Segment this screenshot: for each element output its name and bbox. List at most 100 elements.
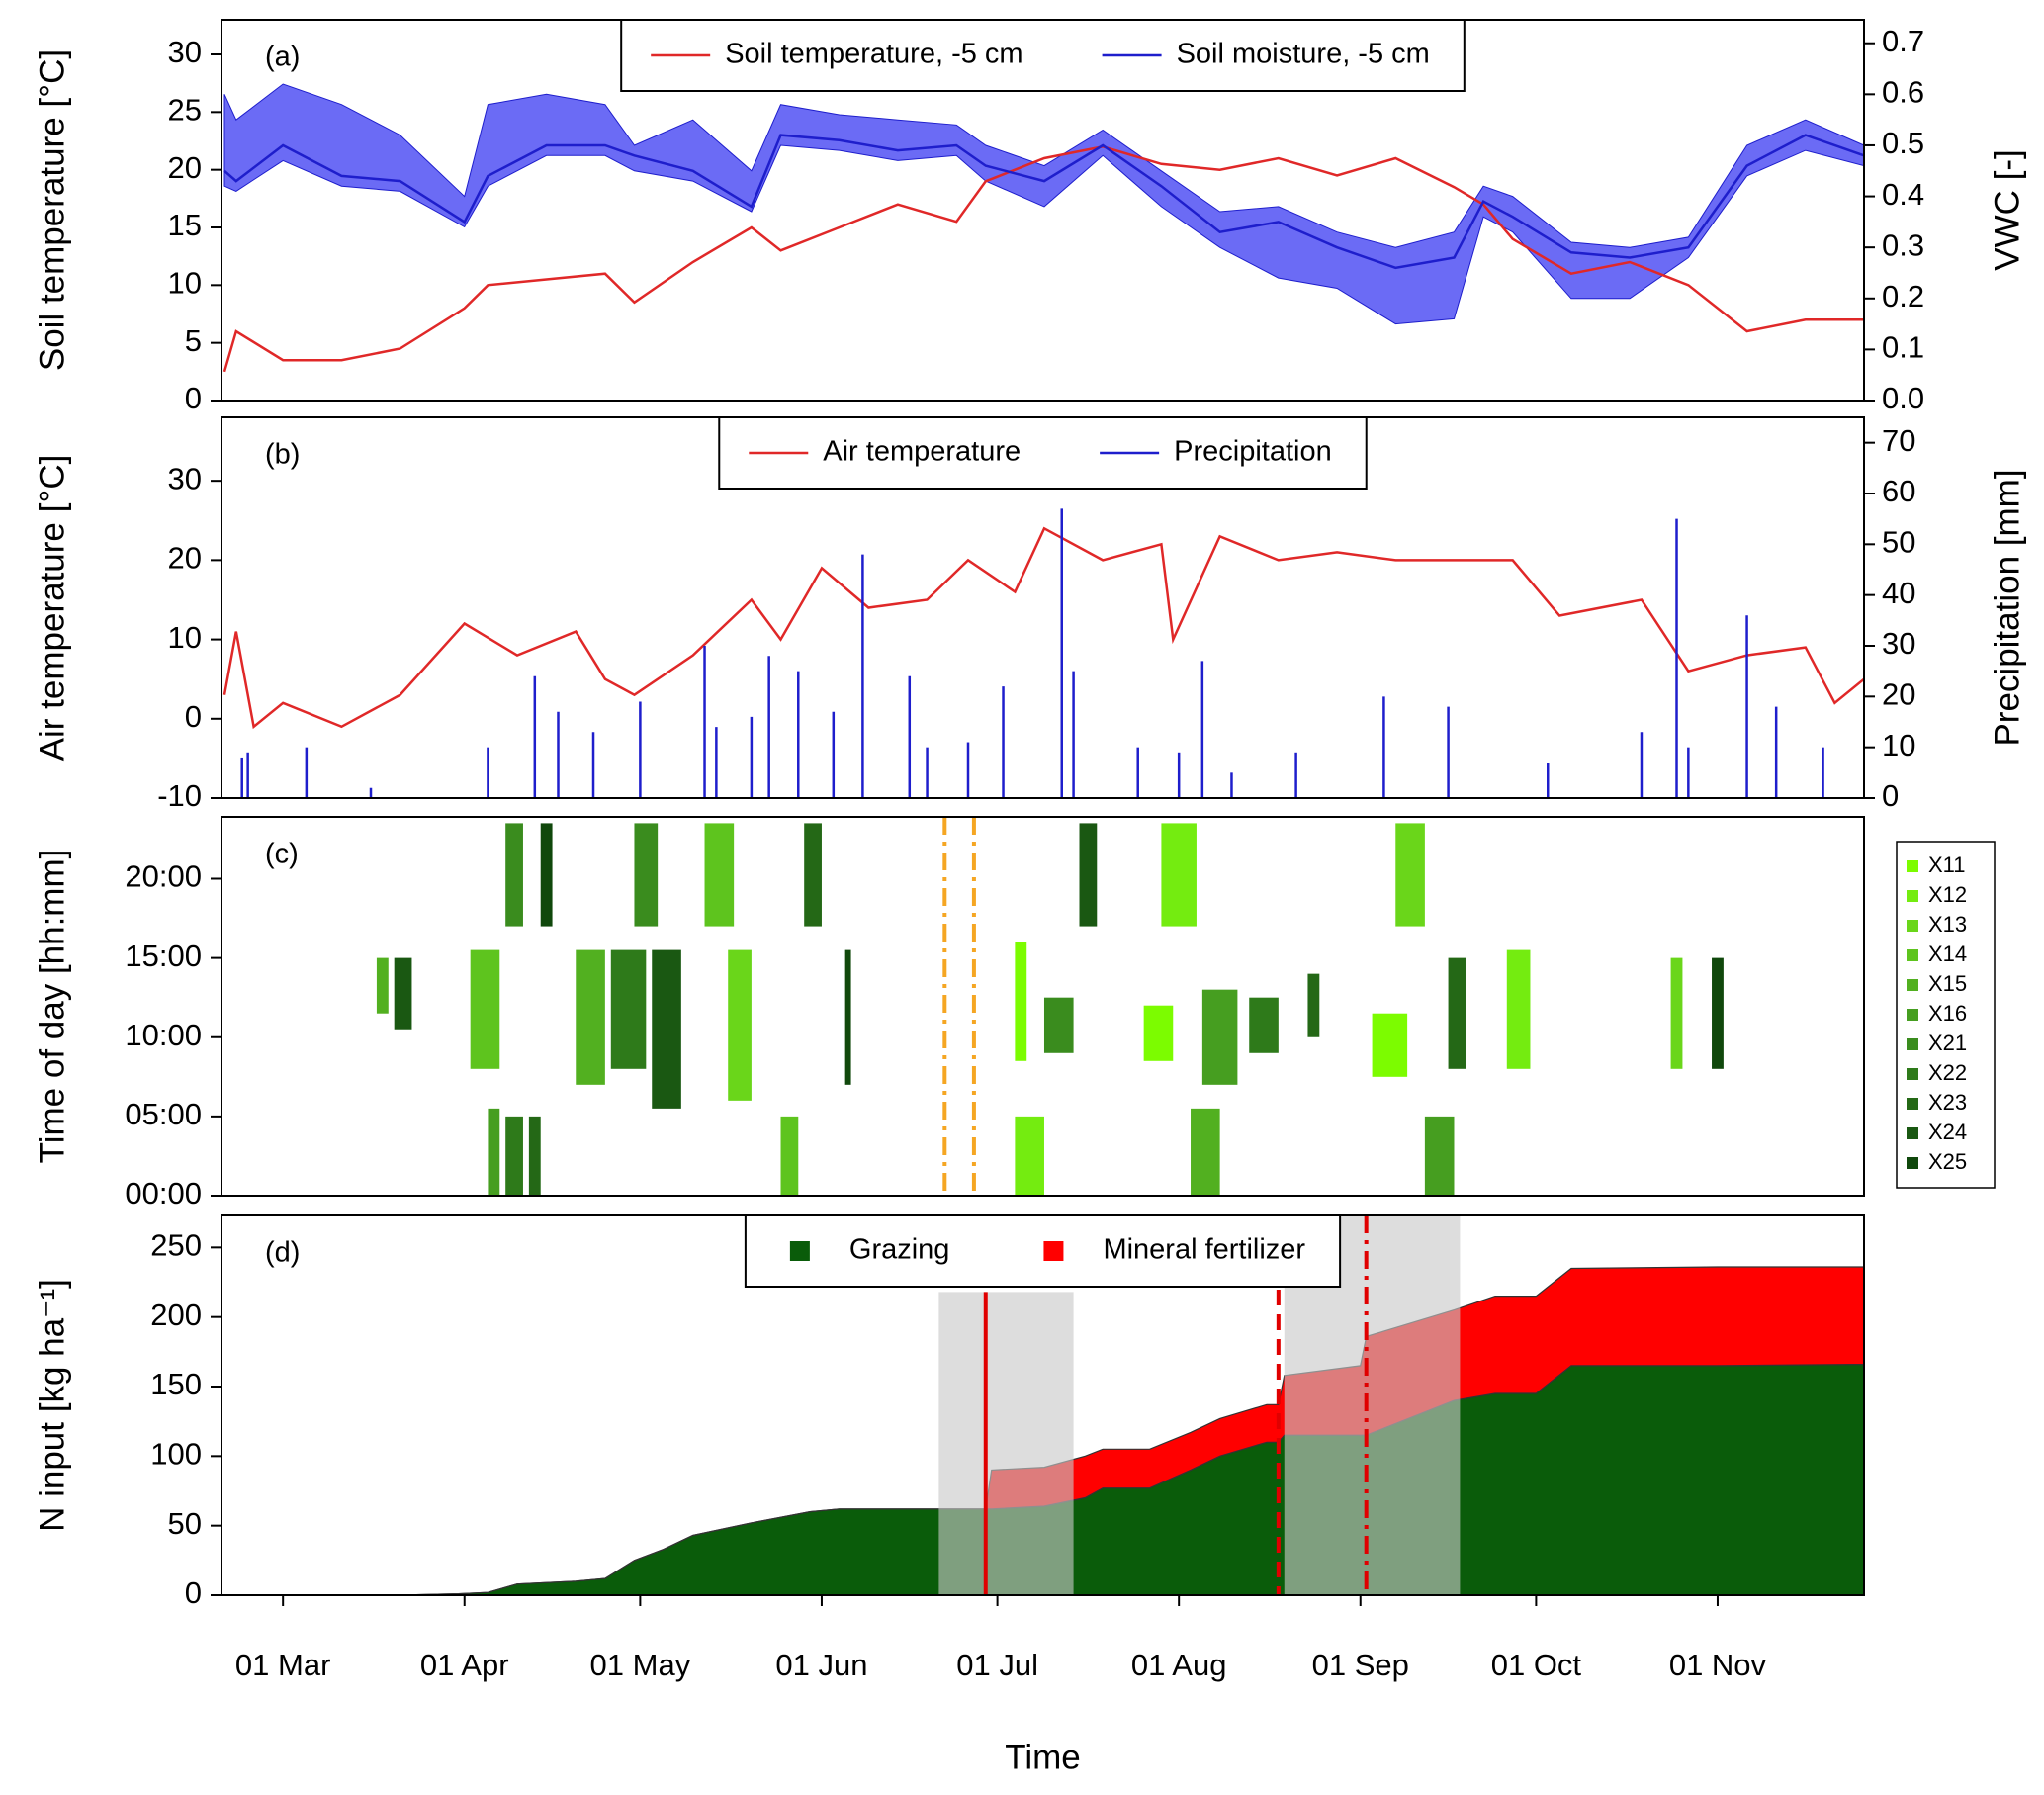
- panel-label: (d): [265, 1237, 300, 1269]
- legend-swatch: [1907, 890, 1918, 902]
- grazing-block: [1015, 942, 1027, 1061]
- y2-tick-label: 10: [1882, 728, 1915, 763]
- legend-label: Precipitation: [1174, 436, 1332, 468]
- grazing-block: [1079, 823, 1098, 927]
- y-tick-label: 20:00: [125, 859, 202, 894]
- y-tick-label: 10:00: [125, 1018, 202, 1052]
- y2-axis-title: Precipitation [mm]: [1988, 469, 2026, 746]
- grazing-block: [1424, 1116, 1455, 1196]
- legend-box: [620, 19, 1466, 92]
- panel-label: (b): [265, 439, 300, 471]
- grazing-block: [704, 823, 735, 927]
- legend-label: Soil moisture, -5 cm: [1177, 39, 1430, 70]
- band: [223, 83, 1865, 325]
- grazing-block: [470, 949, 500, 1069]
- grazing-block: [505, 1116, 523, 1196]
- y-tick-label: 05:00: [125, 1097, 202, 1131]
- grazing-block: [576, 949, 605, 1085]
- grazing-block: [540, 823, 553, 927]
- grazing-block: [728, 949, 752, 1101]
- grazing-block: [488, 1108, 500, 1196]
- legend-label: Soil temperature, -5 cm: [725, 39, 1022, 70]
- grazing-block: [1161, 823, 1197, 927]
- legend-label: X15: [1928, 971, 1967, 996]
- legend-label: X22: [1928, 1060, 1967, 1085]
- legend-swatch: [789, 1241, 810, 1261]
- legend-label: Air temperature: [823, 436, 1021, 468]
- legend: Air temperature Precipitation: [718, 416, 1368, 490]
- y-tick-label: 00:00: [125, 1176, 202, 1211]
- panel: 0 5 10 15 20 25 30 0.0 0.1 0.2 0.3 0.4 0.5 0.6 0.7 Soil…: [33, 19, 2026, 415]
- y2-tick-label: 0.7: [1882, 24, 1924, 58]
- legend-label: Mineral fertilizer: [1103, 1234, 1305, 1266]
- y-axis-title: Air temperature [°C]: [33, 455, 71, 762]
- legend-swatch: [1907, 860, 1918, 872]
- y-tick-label: 10: [168, 620, 202, 655]
- legend-label: X13: [1928, 912, 1967, 937]
- legend: Grazing Mineral fertilizer: [744, 1214, 1342, 1288]
- y-axis-title: Time of day [hh:mm]: [33, 850, 71, 1164]
- x-tick-label: 01 Aug: [1131, 1648, 1227, 1682]
- grazing-block: [1143, 1005, 1174, 1061]
- y-tick-label: 50: [168, 1506, 202, 1541]
- x-tick-label: 01 Jun: [775, 1648, 867, 1682]
- legend: Soil temperature, -5 cm Soil moisture, -5…: [620, 19, 1466, 92]
- y2-tick-label: 60: [1882, 474, 1915, 508]
- grazing-block: [505, 823, 523, 927]
- legend-swatch: [1907, 979, 1918, 991]
- y-axis-title: Soil temperature [°C]: [33, 49, 71, 371]
- y2-tick-label: 70: [1882, 423, 1915, 458]
- y2-axis-title: VWC [-]: [1988, 149, 2026, 270]
- panel: 00:00 05:00 10:00 15:00 20:00 Time of day [hh…: [33, 816, 1996, 1211]
- grazing-block: [1043, 997, 1074, 1053]
- y2-tick-label: 40: [1882, 576, 1915, 610]
- legend-swatch: [1907, 920, 1918, 932]
- y-tick-label: 30: [168, 461, 202, 495]
- y-tick-label: 20: [168, 150, 202, 185]
- panel: -10 0 10 20 30 0 10 20 30 40 50 60 70 Air temperature…: [33, 416, 2026, 813]
- y2-tick-label: 0.4: [1882, 177, 1924, 212]
- y2-tick-label: 0.6: [1882, 75, 1924, 110]
- panel-label: (c): [265, 839, 299, 870]
- y2-tick-label: 20: [1882, 677, 1915, 712]
- legend-label: X25: [1928, 1149, 1967, 1174]
- grazing-block: [1372, 1013, 1408, 1077]
- grazing-block: [1448, 957, 1466, 1069]
- line: [222, 526, 1865, 730]
- grazing-block: [804, 823, 822, 927]
- panel: 0 50 100 150 200 250 01 Mar 01 Apr 01 May 01 Jun 0…: [33, 1214, 1865, 1776]
- grazing-block: [394, 957, 412, 1030]
- grazing-block: [1712, 957, 1724, 1069]
- legend-label: X16: [1928, 1001, 1967, 1026]
- y-tick-label: 100: [150, 1437, 202, 1472]
- legend-label: X11: [1928, 853, 1966, 877]
- x-tick-label: 01 Apr: [420, 1648, 509, 1682]
- y-tick-label: 0: [185, 381, 202, 415]
- grazing-block: [1191, 1108, 1220, 1196]
- grazing-block: [1201, 989, 1238, 1085]
- y2-tick-label: 0.3: [1882, 227, 1924, 262]
- y-tick-label: 0: [185, 699, 202, 734]
- y-tick-label: 10: [168, 266, 202, 301]
- y-tick-label: 15:00: [125, 939, 202, 973]
- legend-swatch: [1907, 1098, 1918, 1110]
- x-tick-label: 01 Oct: [1491, 1648, 1582, 1682]
- shaded-window: [938, 1292, 1074, 1595]
- grazing-block: [844, 949, 851, 1085]
- legend-label: X21: [1928, 1031, 1967, 1055]
- panel-label: (a): [265, 42, 300, 73]
- grazing-block: [652, 949, 681, 1109]
- y-tick-label: -10: [157, 778, 202, 813]
- legend-box: [744, 1214, 1342, 1288]
- grazing-block: [1307, 973, 1320, 1037]
- legend-swatch: [1043, 1241, 1064, 1261]
- grazing-block: [610, 949, 647, 1069]
- legend-label: X12: [1928, 882, 1967, 907]
- plot-frame: [221, 816, 1865, 1197]
- y-tick-label: 15: [168, 208, 202, 242]
- legend-swatch: [1907, 1157, 1918, 1169]
- grazing-block: [528, 1116, 541, 1196]
- y-tick-label: 250: [150, 1228, 202, 1263]
- grazing-block: [1506, 949, 1531, 1069]
